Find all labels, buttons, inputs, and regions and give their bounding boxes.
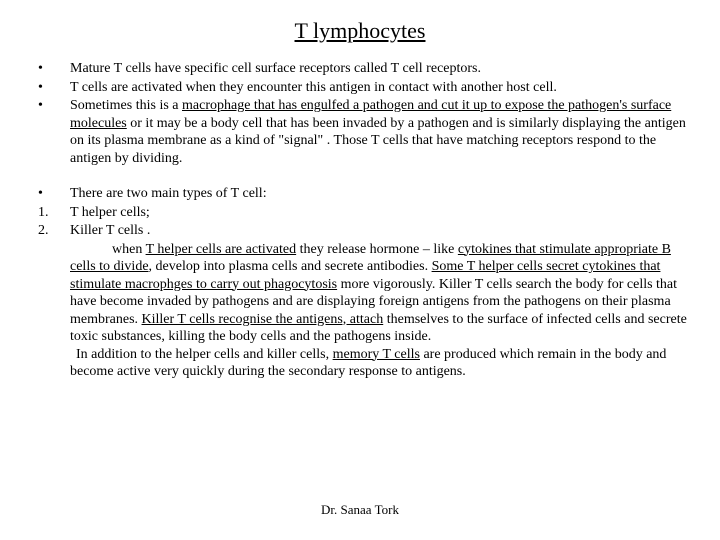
number-marker: 1. — [28, 204, 70, 222]
number-marker: 2. — [28, 222, 70, 240]
bullet-text: Mature T cells have specific cell surfac… — [70, 60, 692, 78]
bullet-text: T cells are activated when they encounte… — [70, 79, 692, 97]
bullet-text: Killer T cells . — [70, 222, 692, 240]
list-item: 1. T helper cells; — [28, 204, 692, 222]
bullet-text: There are two main types of T cell: — [70, 185, 692, 203]
bullet-list-1: • Mature T cells have specific cell surf… — [28, 60, 692, 167]
list-item: • T cells are activated when they encoun… — [28, 79, 692, 97]
bullet-marker: • — [28, 185, 70, 203]
bullet-marker: • — [28, 97, 70, 167]
page-title: T lymphocytes — [28, 18, 692, 44]
list-item: 2. Killer T cells . — [28, 222, 692, 240]
paragraph-2: In addition to the helper cells and kill… — [70, 346, 692, 381]
bullet-marker: • — [28, 60, 70, 78]
list-item: • There are two main types of T cell: — [28, 185, 692, 203]
paragraph-1: when T helper cells are activated they r… — [70, 241, 692, 346]
bullet-list-2: • There are two main types of T cell: 1.… — [28, 185, 692, 381]
list-item: • Mature T cells have specific cell surf… — [28, 60, 692, 78]
footer-author: Dr. Sanaa Tork — [0, 502, 720, 518]
bullet-text: T helper cells; — [70, 204, 692, 222]
bullet-marker: • — [28, 79, 70, 97]
list-item: • Sometimes this is a macrophage that ha… — [28, 97, 692, 167]
bullet-text: Sometimes this is a macrophage that has … — [70, 97, 692, 167]
